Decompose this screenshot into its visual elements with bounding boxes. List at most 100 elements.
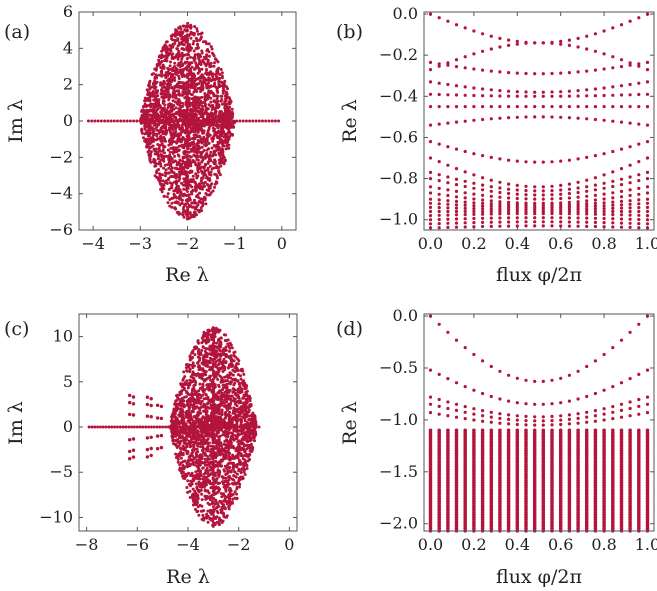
data-point [541,94,545,98]
data-point [619,225,624,229]
data-point [167,47,171,51]
data-point [213,61,216,65]
data-point [168,71,172,75]
data-point [585,155,589,159]
data-point [180,181,183,185]
data-point [611,206,615,210]
data-point [602,225,606,229]
data-point [168,64,172,68]
data-point [198,182,202,186]
y-tick-label: 10 [53,327,73,346]
data-point [182,108,186,112]
data-point [157,156,160,160]
data-point [559,115,563,119]
data-point [227,135,231,139]
data-point [550,94,554,98]
data-point [437,198,441,202]
data-point [576,190,580,195]
data-point [196,42,200,46]
data-point [167,68,171,72]
data-point [186,119,189,123]
data-point [165,82,169,86]
data-point [161,119,165,123]
data-point [176,161,180,165]
data-point [240,387,244,391]
data-point [196,32,200,36]
data-point [602,152,606,156]
data-point [183,183,187,187]
data-point [507,216,511,220]
data-point [593,193,598,197]
data-point [481,193,485,197]
data-point [208,91,212,95]
points-b [428,12,650,230]
data-point [498,195,502,199]
data-point [189,69,193,73]
data-point [170,53,174,57]
data-point [567,187,572,191]
data-point [524,193,528,197]
data-point [628,181,632,185]
data-point [472,212,476,216]
x-tick-label: −4 [81,234,105,253]
data-point [550,212,554,216]
data-point [481,117,485,122]
data-point [576,186,580,190]
data-point [602,173,606,177]
data-point [541,224,545,228]
panel-label-a: (a) [4,21,30,43]
data-point [507,94,511,98]
data-point [533,189,537,193]
data-point [211,112,215,116]
data-point [481,49,485,53]
data-point [437,192,441,196]
data-point [195,149,199,153]
data-point [193,55,197,59]
data-point [243,468,247,471]
data-point [220,94,224,98]
y-tick-label: 2 [63,75,73,94]
data-point [186,198,189,201]
data-point [189,190,193,194]
data-point [481,183,485,187]
data-point [195,64,199,68]
data-point [454,189,459,193]
data-point [212,54,216,58]
data-point [428,140,433,144]
data-point [550,184,554,188]
data-point [224,141,228,144]
data-point [576,180,580,184]
data-point [188,125,192,129]
data-point [611,26,615,30]
data-point [173,100,177,104]
data-point [507,212,511,216]
data-point [576,116,580,120]
data-point [550,216,554,220]
data-point [489,105,493,109]
data-point [463,85,467,89]
data-point [637,160,641,164]
data-point [203,489,207,493]
data-point [602,212,606,216]
data-point [205,359,208,363]
data-point [214,153,218,157]
data-point [203,156,207,160]
data-point [206,97,210,101]
data-point [186,209,189,213]
data-point [481,94,485,98]
data-point [218,84,222,88]
data-point [593,105,598,109]
data-point [261,119,264,123]
data-point [602,105,606,109]
data-point [232,351,236,355]
data-point [198,69,201,73]
data-point [217,152,221,156]
data-point [182,177,186,181]
data-point [507,158,511,162]
data-point [186,52,189,56]
data-point [181,84,185,88]
data-point [189,55,192,59]
y-tick-label: −10 [39,507,73,526]
data-point [593,87,598,91]
